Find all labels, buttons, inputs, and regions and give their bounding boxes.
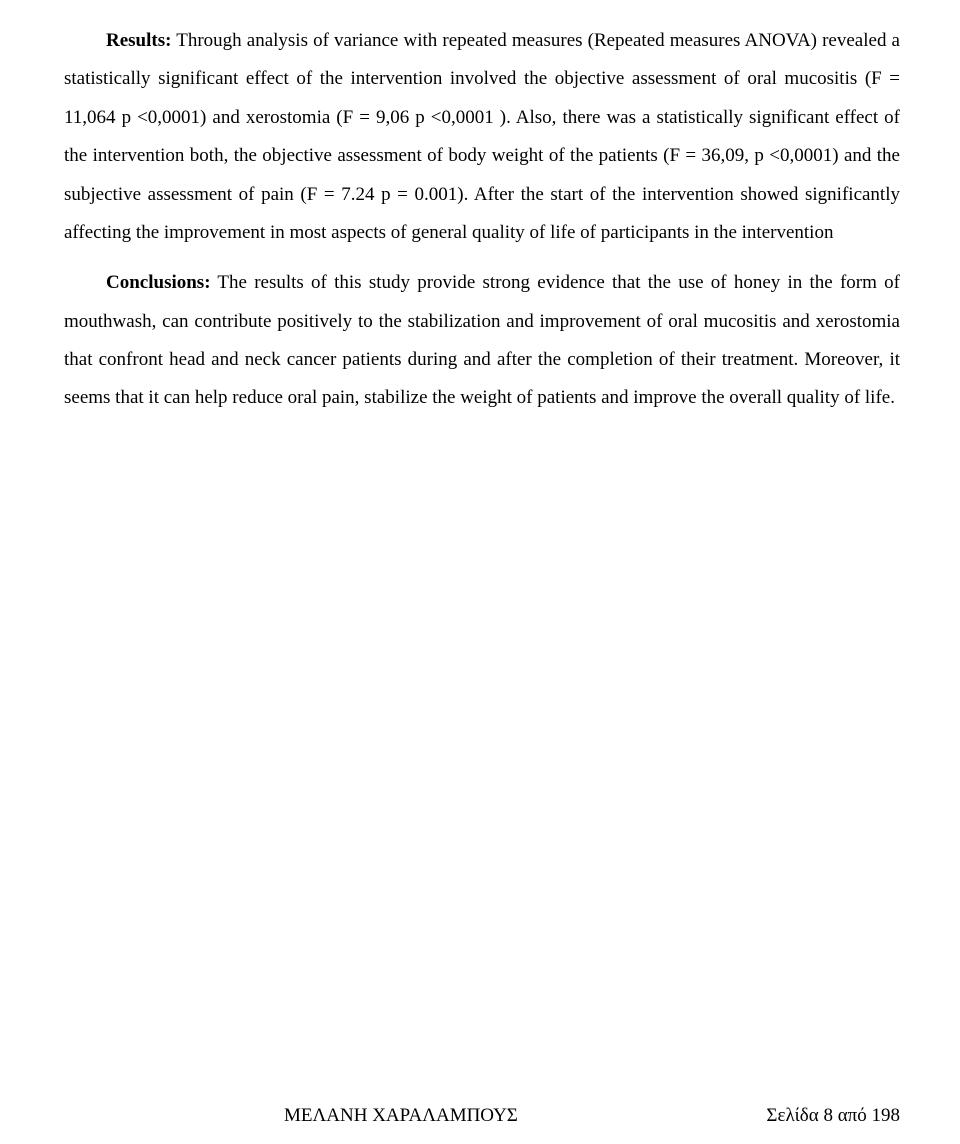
- footer-page-number: Σελίδα 8 από 198: [766, 1105, 900, 1128]
- footer-author: ΜΕΛΑΝΗ ΧΑΡΑΛΑΜΠΟΥΣ: [284, 1105, 518, 1128]
- results-paragraph: Results: Through analysis of variance wi…: [64, 22, 900, 252]
- page-footer: ΜΕΛΑΝΗ ΧΑΡΑΛΑΜΠΟΥΣ Σελίδα 8 από 198: [64, 1105, 900, 1128]
- results-text: Through analysis of variance with repeat…: [64, 30, 900, 243]
- conclusions-paragraph: Conclusions: The results of this study p…: [64, 264, 900, 418]
- results-label: Results:: [106, 30, 171, 51]
- conclusions-label: Conclusions:: [106, 272, 211, 293]
